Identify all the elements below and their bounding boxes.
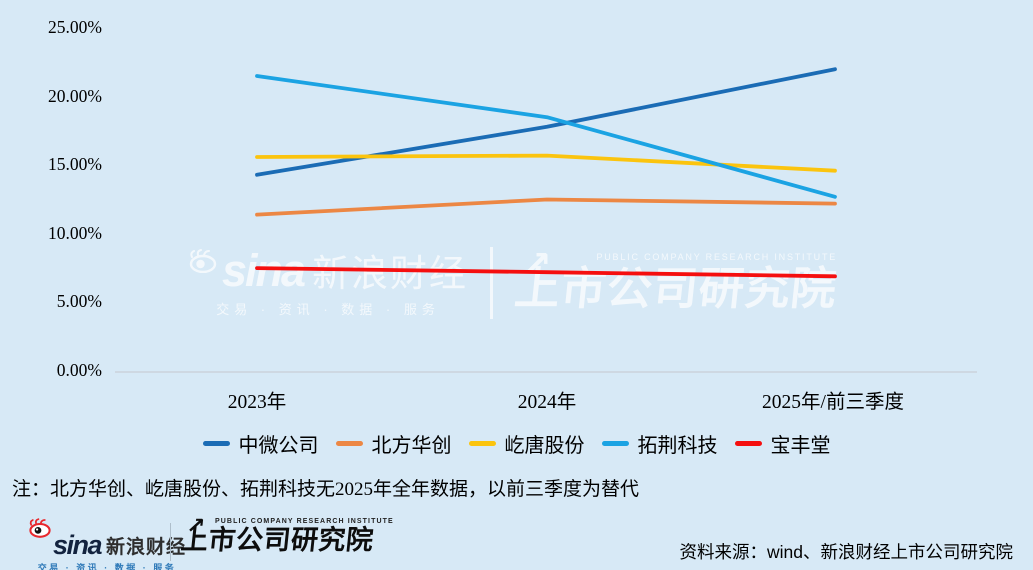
x-tick-label: 2023年 (227, 392, 287, 413)
series-line-宝丰堂 (255, 266, 837, 279)
y-tick-label: 15.00% (48, 154, 102, 175)
legend-label: 拓荆科技 (637, 435, 718, 457)
y-tick-label: 25.00% (48, 17, 102, 37)
watermark-sina-block: sina 新浪财经 交易 · 资讯 · 数据 · 服务 (188, 245, 469, 318)
watermark-institute-en: PUBLIC COMPANY RESEARCH INSTITUTE (596, 252, 838, 263)
legend-label: 屹唐股份 (504, 435, 585, 457)
sina-watermark: sina 新浪财经 交易 · 资讯 · 数据 · 服务 PUBLIC COMPA… (188, 230, 848, 336)
legend-item-中微公司: 中微公司 (202, 429, 319, 458)
legend-item-拓荆科技: 拓荆科技 (601, 429, 718, 458)
line-chart (115, 67, 977, 373)
chart-legend: 中微公司 北方华创 屹唐股份 拓荆科技 宝丰堂 (0, 429, 1033, 458)
legend-item-屹唐股份: 屹唐股份 (468, 429, 585, 458)
footer-sina-logo: sina 新浪财经 交易 · 资讯 · 数据 · 服务 (28, 518, 186, 570)
y-tick-label: 0.00% (56, 360, 102, 380)
series-line-屹唐股份 (255, 153, 837, 173)
footer-sina-cn: 新浪财经 (106, 537, 187, 558)
sina-eye-icon (188, 248, 218, 278)
footer-tagline: 交易 · 资讯 · 数据 · 服务 (37, 563, 177, 570)
data-source: 资料来源：wind、新浪财经上市公司研究院 (679, 542, 1014, 562)
x-tick-label: 2025年/前三季度 (762, 392, 904, 413)
y-tick-label: 10.00% (48, 222, 102, 243)
footer-institute-cn-text: 上市公司研究院 (179, 525, 376, 555)
footer-institute-en: PUBLIC COMPANY RESEARCH INSTITUTE (215, 518, 394, 525)
footer-divider (170, 523, 171, 561)
legend-label: 宝丰堂 (770, 435, 831, 457)
footer-arrow-icon: ↗ (185, 513, 207, 538)
watermark-sina-cn: 新浪财经 (312, 252, 469, 294)
y-tick-label: 5.00% (56, 291, 102, 312)
legend-swatch (734, 441, 762, 446)
series-line-北方华创 (255, 197, 837, 217)
series-line-拓荆科技 (255, 74, 837, 199)
legend-swatch (601, 441, 629, 446)
watermark-institute-block: PUBLIC COMPANY RESEARCH INSTITUTE 上市公司研究… (512, 245, 839, 314)
legend-label: 北方华创 (371, 435, 452, 457)
legend-item-北方华创: 北方华创 (335, 429, 452, 458)
series-line-中微公司 (255, 67, 837, 177)
footer-sina-text: sina (53, 530, 103, 561)
legend-label: 中微公司 (238, 435, 319, 457)
footer-institute-logo: PUBLIC COMPANY RESEARCH INSTITUTE 上市公司研究… (179, 513, 394, 556)
watermark-divider (490, 247, 494, 319)
legend-swatch (468, 441, 496, 446)
legend-item-宝丰堂: 宝丰堂 (734, 429, 831, 458)
x-tick-label: 2024年 (517, 392, 577, 413)
watermark-tagline: 交易 · 资讯 · 数据 · 服务 (216, 301, 440, 317)
legend-swatch (335, 441, 363, 446)
footer-institute-cn: 上市公司研究院 ↗ (179, 513, 376, 556)
y-tick-label: 20.00% (48, 85, 102, 106)
legend-swatch (202, 441, 230, 446)
chart-footnote: 注：北方华创、屹唐股份、拓荆科技无2025年全年数据，以前三季度为替代 (12, 479, 640, 500)
watermark-sina-text: sina (222, 245, 306, 296)
sina-eye-icon (28, 518, 52, 543)
watermark-arrow-icon: ↗ (523, 245, 552, 284)
